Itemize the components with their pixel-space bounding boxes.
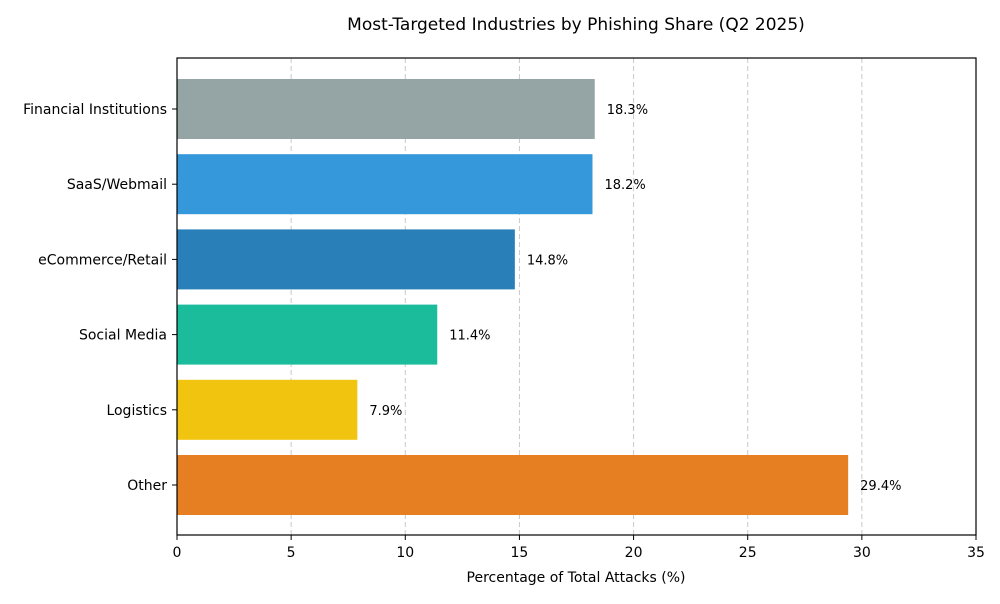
x-axis-label: Percentage of Total Attacks (%) [467,570,686,586]
data-label: 18.3% [607,103,648,118]
bars: 18.3% 18.2% 14.8% 11.4% 7.9% 29.4% [177,79,901,515]
x-tick-label: 5 [287,545,296,561]
x-axis-ticks: 0 5 10 15 20 25 30 35 [173,535,985,561]
data-label: 11.4% [449,329,490,344]
y-tick-label: Other [127,478,167,494]
data-label: 18.2% [604,178,645,193]
y-tick-label: SaaS/Webmail [67,177,167,193]
y-tick-label: Financial Institutions [23,102,167,118]
x-tick-label: 0 [173,545,182,561]
bar [177,379,358,440]
x-tick-label: 20 [625,545,643,561]
y-tick-label: Logistics [106,403,167,419]
bar [177,154,593,215]
bar [177,455,849,515]
data-label: 29.4% [860,479,901,494]
x-tick-label: 15 [511,545,529,561]
x-tick-label: 30 [853,545,871,561]
plot-frame [176,57,977,536]
bar [177,229,515,290]
y-axis-ticks: Financial Institutions SaaS/Webmail eComme… [23,102,177,494]
bar [177,79,595,139]
data-label: 14.8% [527,253,568,268]
data-label: 7.9% [369,404,402,419]
x-tick-label: 35 [967,545,985,561]
y-tick-label: eCommerce/Retail [38,252,167,268]
bar [177,304,438,365]
chart-title: Most-Targeted Industries by Phishing Sha… [347,15,805,35]
x-tick-label: 10 [396,545,414,561]
y-tick-label: Social Media [79,328,167,344]
x-tick-label: 25 [739,545,757,561]
